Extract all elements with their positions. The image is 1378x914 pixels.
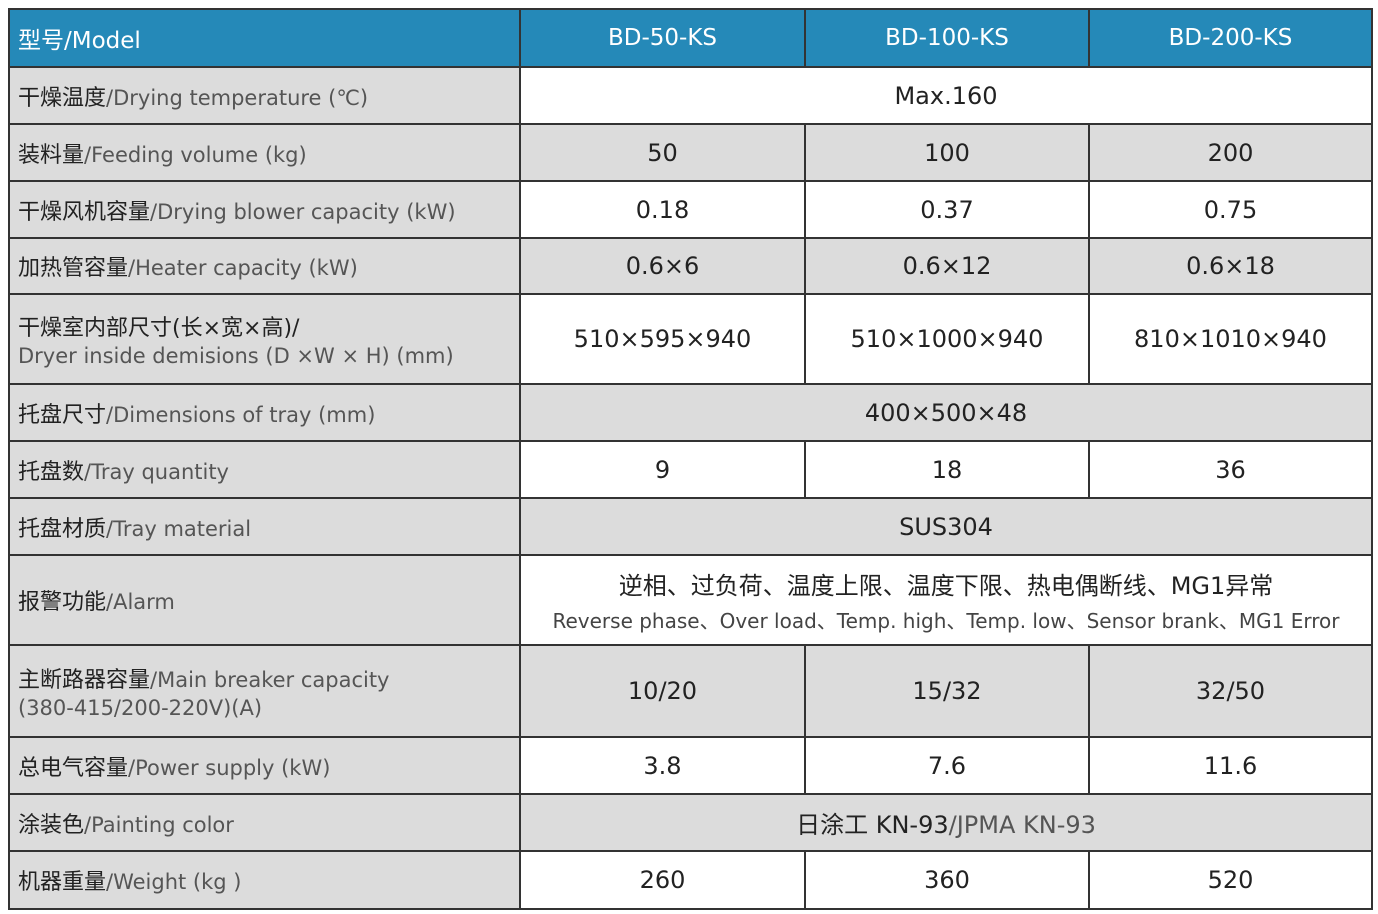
value-text: 400×500×48 (864, 398, 1028, 427)
table-row: 主断路器容量/Main breaker capacity (380-415/200… (8, 644, 1373, 738)
row-value: 0.18 (519, 180, 806, 239)
row-label-cn: 托盘数 (18, 459, 85, 485)
row-label-en: /Feeding volume (kg) (84, 142, 307, 167)
table-row: 托盘尺寸/Dimensions of tray (mm) 400×500×48 (8, 383, 1373, 442)
row-value: 18 (804, 440, 1090, 499)
table-row: 总电气容量/Power supply (kW) 3.8 7.6 11.6 (8, 736, 1373, 795)
value-text: 逆相、过负荷、温度上限、温度下限、热电偶断线、MG1异常 (618, 572, 1274, 600)
row-label: 报警功能/Alarm (8, 554, 521, 646)
spec-table: 型号/Model BD-50-KS BD-100-KS BD-200-KS 干燥… (8, 8, 1373, 910)
row-value-merged: 日涂工 KN-93/JPMA KN-93 (519, 793, 1373, 852)
row-value: 9 (519, 440, 806, 499)
table-row: 机器重量/Weight (kg ) 260 360 520 (8, 850, 1373, 910)
row-label-en: /Tray material (106, 516, 252, 541)
table-row: 托盘数/Tray quantity 9 18 36 (8, 440, 1373, 499)
row-value: 36 (1088, 440, 1373, 499)
row-value: 510×595×940 (519, 293, 806, 385)
row-label-en: /Drying blower capacity (kW) (150, 199, 456, 224)
row-label: 装料量/Feeding volume (kg) (8, 123, 521, 182)
row-value: 260 (519, 850, 806, 910)
row-label-en-line2: Dryer inside demisions (D ×W × H) (mm) (18, 344, 454, 368)
table-row: 报警功能/Alarm 逆相、过负荷、温度上限、温度下限、热电偶断线、MG1异常 Re… (8, 554, 1373, 646)
model-header: BD-200-KS (1088, 8, 1373, 68)
table-row: 涂装色/Painting color 日涂工 KN-93/JPMA KN-93 (8, 793, 1373, 852)
row-label: 总电气容量/Power supply (kW) (8, 736, 521, 795)
row-label-en: /Tray quantity (84, 459, 229, 484)
value-text-secondary: /JPMA KN-93 (948, 811, 1096, 839)
row-value: 100 (804, 123, 1090, 182)
row-value: 0.6×18 (1088, 237, 1373, 295)
value-text: 日涂工 KN-93 (796, 811, 949, 839)
table-row: 干燥温度/Drying temperature (℃) Max.160 (8, 66, 1373, 125)
row-label-cn: 总电气容量 (18, 755, 129, 781)
header-label-en: /Model (64, 28, 141, 54)
row-label-en: /Main breaker capacity (150, 668, 390, 692)
row-value: 200 (1088, 123, 1373, 182)
row-value: 3.8 (519, 736, 806, 795)
header-row: 型号/Model BD-50-KS BD-100-KS BD-200-KS (8, 8, 1373, 68)
row-label: 主断路器容量/Main breaker capacity (380-415/200… (8, 644, 521, 738)
row-value: 0.75 (1088, 180, 1373, 239)
row-value: 7.6 (804, 736, 1090, 795)
row-label-cn: 涂装色 (18, 812, 85, 838)
header-label: 型号/Model (8, 8, 521, 68)
row-label-en: /Weight (kg ) (106, 870, 242, 894)
row-label: 托盘尺寸/Dimensions of tray (mm) (8, 383, 521, 442)
row-value: 810×1010×940 (1088, 293, 1373, 385)
row-value: 510×1000×940 (804, 293, 1090, 385)
row-value: 360 (804, 850, 1090, 910)
row-label-cn: 报警功能 (18, 590, 107, 615)
model-header: BD-50-KS (519, 8, 806, 68)
row-value: 50 (519, 123, 806, 182)
row-value: 15/32 (804, 644, 1090, 738)
row-value: 520 (1088, 850, 1373, 910)
row-value: 0.6×12 (804, 237, 1090, 295)
row-value: 32/50 (1088, 644, 1373, 738)
table-row: 托盘材质/Tray material SUS304 (8, 497, 1373, 556)
table-row: 装料量/Feeding volume (kg) 50 100 200 (8, 123, 1373, 182)
row-label: 干燥温度/Drying temperature (℃) (8, 66, 521, 125)
row-label-cn: 加热管容量 (18, 256, 129, 281)
value-text: SUS304 (899, 512, 993, 541)
row-label: 加热管容量/Heater capacity (kW) (8, 237, 521, 295)
row-label: 托盘数/Tray quantity (8, 440, 521, 499)
row-label-en: /Dimensions of tray (mm) (106, 402, 376, 427)
row-label-en-line2: (380-415/200-220V)(A) (18, 696, 263, 720)
value-subtext: Reverse phase、Over load、Temp. high、Temp.… (552, 609, 1340, 633)
row-label-cn: 主断路器容量 (18, 668, 151, 693)
header-label-cn: 型号 (18, 28, 64, 54)
row-value-merged: 400×500×48 (519, 383, 1373, 442)
row-label: 干燥风机容量/Drying blower capacity (kW) (8, 180, 521, 239)
table-row: 加热管容量/Heater capacity (kW) 0.6×6 0.6×12 0.6… (8, 237, 1373, 295)
row-label-en: /Heater capacity (kW) (128, 256, 358, 280)
row-value: 0.37 (804, 180, 1090, 239)
table-row: 干燥风机容量/Drying blower capacity (kW) 0.18 0.… (8, 180, 1373, 239)
row-label: 机器重量/Weight (kg ) (8, 850, 521, 910)
row-value-merged: 逆相、过负荷、温度上限、温度下限、热电偶断线、MG1异常 Reverse phas… (519, 554, 1373, 646)
row-label-cn: 托盘尺寸 (18, 402, 107, 428)
row-label: 干燥室内部尺寸(长×宽×高)/ Dryer inside demisions (D… (8, 293, 521, 385)
row-value: 0.6×6 (519, 237, 806, 295)
value-text: Max.160 (894, 81, 998, 110)
row-label-cn: 装料量 (18, 142, 85, 168)
row-label-cn: 机器重量 (18, 870, 107, 895)
row-label: 托盘材质/Tray material (8, 497, 521, 556)
row-label-cn: 干燥室内部尺寸(长×宽×高)/ (18, 316, 300, 341)
row-value: 10/20 (519, 644, 806, 738)
row-label-cn: 托盘材质 (18, 516, 107, 542)
row-label: 涂装色/Painting color (8, 793, 521, 852)
row-label-en: /Alarm (106, 590, 175, 614)
row-label-en: /Power supply (kW) (128, 755, 331, 780)
row-value-merged: SUS304 (519, 497, 1373, 556)
row-label-en: /Drying temperature (℃) (106, 85, 369, 110)
row-label-en: /Painting color (84, 812, 234, 837)
model-header: BD-100-KS (804, 8, 1090, 68)
table-row: 干燥室内部尺寸(长×宽×高)/ Dryer inside demisions (D… (8, 293, 1373, 385)
row-value-merged: Max.160 (519, 66, 1373, 125)
row-label-cn: 干燥风机容量 (18, 199, 151, 225)
row-value: 11.6 (1088, 736, 1373, 795)
row-label-cn: 干燥温度 (18, 85, 107, 111)
